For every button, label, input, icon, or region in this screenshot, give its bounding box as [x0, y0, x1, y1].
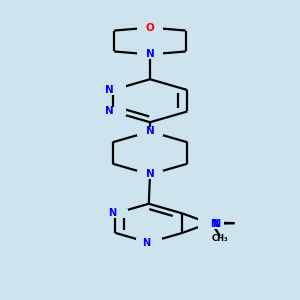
Bar	[137, 170, 163, 179]
Bar	[198, 219, 224, 229]
Bar	[137, 127, 163, 136]
Text: N: N	[146, 169, 154, 179]
Text: N: N	[142, 238, 150, 248]
Text: N: N	[210, 219, 218, 229]
Text: N: N	[146, 127, 154, 136]
Bar	[100, 107, 126, 116]
Bar	[102, 209, 128, 218]
Text: N: N	[108, 208, 116, 218]
Bar	[137, 23, 163, 32]
Text: CH₃: CH₃	[212, 235, 228, 244]
Text: N: N	[105, 106, 114, 116]
Text: N: N	[146, 50, 154, 59]
Bar	[198, 218, 224, 227]
Bar	[136, 238, 162, 247]
Text: O: O	[146, 22, 154, 33]
Bar	[137, 50, 163, 59]
Bar	[100, 85, 126, 95]
Text: N: N	[105, 85, 114, 95]
Text: N: N	[212, 219, 220, 229]
